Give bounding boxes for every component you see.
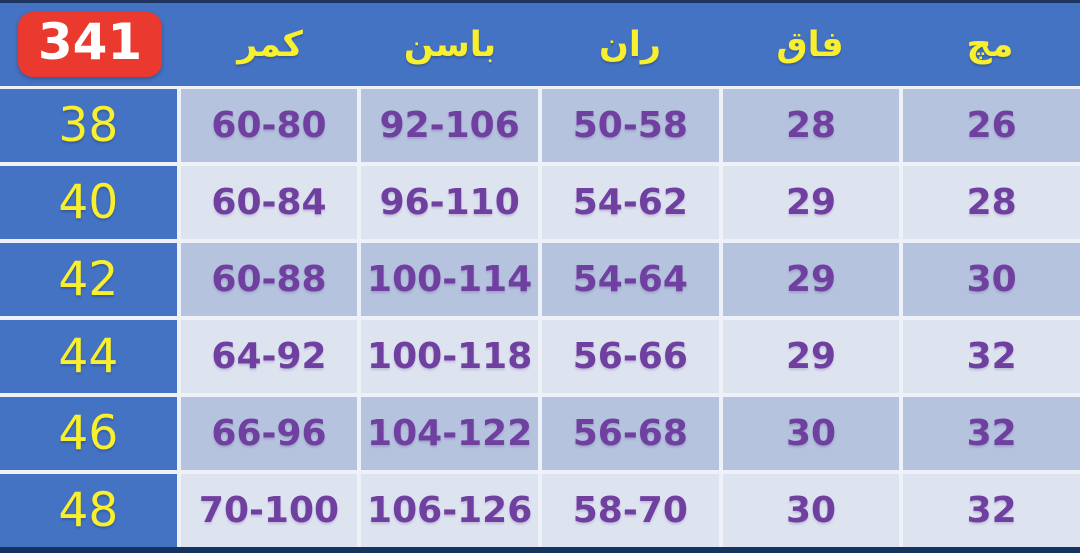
table-row: 46 66-96 104-122 56-68 30 32 bbox=[0, 397, 1080, 470]
value-cell: 54-62 bbox=[542, 166, 719, 239]
table-body: 38 60-80 92-106 50-58 28 26 40 60-84 96-110 54-62… bbox=[0, 86, 1080, 547]
size-cell: 38 bbox=[0, 89, 177, 162]
value-cell: 60-84 bbox=[180, 166, 358, 239]
value-cell: 32 bbox=[903, 474, 1080, 547]
header-badge-cell: 341 bbox=[0, 12, 180, 77]
column-header: ران bbox=[598, 24, 662, 65]
value-cell: 58-70 bbox=[542, 474, 719, 547]
value-cell: 100-118 bbox=[361, 320, 538, 393]
value-cell: 64-92 bbox=[180, 320, 358, 393]
size-cell: 42 bbox=[0, 243, 177, 316]
column-header: کمر bbox=[237, 24, 303, 65]
value-cell: 66-96 bbox=[180, 397, 358, 470]
table-row: 42 60-88 100-114 54-64 29 30 bbox=[0, 243, 1080, 316]
value-cell: 56-66 bbox=[542, 320, 719, 393]
value-cell: 26 bbox=[903, 89, 1080, 162]
value-cell: 92-106 bbox=[361, 89, 538, 162]
column-header: باسن bbox=[403, 24, 497, 65]
size-cell: 44 bbox=[0, 320, 177, 393]
size-cell: 46 bbox=[0, 397, 177, 470]
value-cell: 30 bbox=[903, 243, 1080, 316]
value-cell: 96-110 bbox=[361, 166, 538, 239]
value-cell: 104-122 bbox=[361, 397, 538, 470]
value-cell: 28 bbox=[903, 166, 1080, 239]
value-cell: 70-100 bbox=[180, 474, 358, 547]
value-cell: 56-68 bbox=[542, 397, 719, 470]
value-cell: 54-64 bbox=[542, 243, 719, 316]
value-cell: 29 bbox=[722, 243, 900, 316]
model-number-badge: 341 bbox=[17, 12, 163, 77]
value-cell: 60-80 bbox=[180, 89, 358, 162]
value-cell: 32 bbox=[903, 397, 1080, 470]
value-cell: 100-114 bbox=[361, 243, 538, 316]
value-cell: 32 bbox=[903, 320, 1080, 393]
value-cell: 29 bbox=[722, 320, 900, 393]
value-cell: 28 bbox=[722, 89, 900, 162]
size-cell: 48 bbox=[0, 474, 177, 547]
value-cell: 30 bbox=[722, 474, 900, 547]
table-row: 38 60-80 92-106 50-58 28 26 bbox=[0, 89, 1080, 162]
table-row: 48 70-100 106-126 58-70 30 32 bbox=[0, 474, 1080, 547]
value-cell: 29 bbox=[722, 166, 900, 239]
top-edge-strip bbox=[0, 0, 1080, 3]
value-cell: 60-88 bbox=[180, 243, 358, 316]
column-header: مچ bbox=[966, 24, 1014, 65]
bottom-edge-strip bbox=[0, 547, 1080, 553]
value-cell: 106-126 bbox=[361, 474, 538, 547]
table-header-row: 341 کمر باسن ران فاق مچ bbox=[0, 3, 1080, 86]
size-cell: 40 bbox=[0, 166, 177, 239]
column-header: فاق bbox=[776, 24, 844, 65]
table-row: 40 60-84 96-110 54-62 29 28 bbox=[0, 166, 1080, 239]
value-cell: 50-58 bbox=[542, 89, 719, 162]
value-cell: 30 bbox=[722, 397, 900, 470]
table-row: 44 64-92 100-118 56-66 29 32 bbox=[0, 320, 1080, 393]
